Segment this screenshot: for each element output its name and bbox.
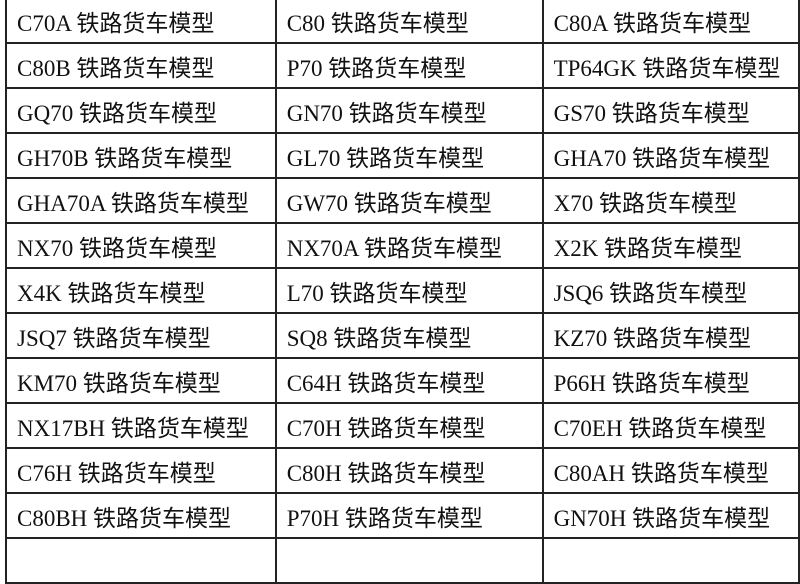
table-cell: P70 铁路货车模型 [274, 42, 544, 89]
table-cell: GL70 铁路货车模型 [274, 132, 544, 179]
table-cell: TP64GK 铁路货车模型 [541, 42, 800, 89]
table-row: GH70B 铁路货车模型 GL70 铁路货车模型 GHA70 铁路货车模型 [5, 132, 800, 179]
table-cell: GQ70 铁路货车模型 [5, 87, 277, 134]
table-row: C80B 铁路货车模型 P70 铁路货车模型 TP64GK 铁路货车模型 [5, 42, 800, 89]
table-cell: C80B 铁路货车模型 [5, 42, 277, 89]
table-cell: GN70H 铁路货车模型 [541, 492, 800, 539]
table-cell: P70H 铁路货车模型 [274, 492, 544, 539]
table-cell: GN70 铁路货车模型 [274, 87, 544, 134]
table-cell: GHA70 铁路货车模型 [541, 132, 800, 179]
table-cell: C76H 铁路货车模型 [5, 447, 277, 494]
table-cell: P66H 铁路货车模型 [541, 357, 800, 404]
table-row-empty [5, 537, 800, 584]
table-cell: C70EH 铁路货车模型 [541, 402, 800, 449]
table-cell: GS70 铁路货车模型 [541, 87, 800, 134]
table-row: KM70 铁路货车模型 C64H 铁路货车模型 P66H 铁路货车模型 [5, 357, 800, 404]
table-cell: GHA70A 铁路货车模型 [5, 177, 277, 224]
table-cell: L70 铁路货车模型 [274, 267, 544, 314]
table-row: NX17BH 铁路货车模型 C70H 铁路货车模型 C70EH 铁路货车模型 [5, 402, 800, 449]
table-cell: C80 铁路货车模型 [274, 0, 544, 44]
table-cell: C70H 铁路货车模型 [274, 402, 544, 449]
table-cell: KM70 铁路货车模型 [5, 357, 277, 404]
table-cell-empty [274, 537, 544, 584]
table-row: GHA70A 铁路货车模型 GW70 铁路货车模型 X70 铁路货车模型 [5, 177, 800, 224]
table-cell: C70A 铁路货车模型 [5, 0, 277, 44]
table-cell: SQ8 铁路货车模型 [274, 312, 544, 359]
table-row: NX70 铁路货车模型 NX70A 铁路货车模型 X2K 铁路货车模型 [5, 222, 800, 269]
table-cell-empty [541, 537, 800, 584]
table-cell: KZ70 铁路货车模型 [541, 312, 800, 359]
table-cell: JSQ7 铁路货车模型 [5, 312, 277, 359]
table-cell: NX17BH 铁路货车模型 [5, 402, 277, 449]
model-table: C70A 铁路货车模型 C80 铁路货车模型 C80A 铁路货车模型 C80B 铁路货… [5, 0, 800, 584]
table-cell: C80A 铁路货车模型 [541, 0, 800, 44]
table-cell-empty [5, 537, 277, 584]
table-row: C76H 铁路货车模型 C80H 铁路货车模型 C80AH 铁路货车模型 [5, 447, 800, 494]
table-row: C70A 铁路货车模型 C80 铁路货车模型 C80A 铁路货车模型 [5, 0, 800, 44]
table-cell: X2K 铁路货车模型 [541, 222, 800, 269]
table-cell: C80AH 铁路货车模型 [541, 447, 800, 494]
table-cell: GH70B 铁路货车模型 [5, 132, 277, 179]
table-row: X4K 铁路货车模型 L70 铁路货车模型 JSQ6 铁路货车模型 [5, 267, 800, 314]
table-cell: X70 铁路货车模型 [541, 177, 800, 224]
table-row: GQ70 铁路货车模型 GN70 铁路货车模型 GS70 铁路货车模型 [5, 87, 800, 134]
table-row: C80BH 铁路货车模型 P70H 铁路货车模型 GN70H 铁路货车模型 [5, 492, 800, 539]
table-cell: C80H 铁路货车模型 [274, 447, 544, 494]
table-cell: GW70 铁路货车模型 [274, 177, 544, 224]
model-table-body: C70A 铁路货车模型 C80 铁路货车模型 C80A 铁路货车模型 C80B 铁路货… [5, 0, 800, 584]
table-cell: X4K 铁路货车模型 [5, 267, 277, 314]
table-cell: C64H 铁路货车模型 [274, 357, 544, 404]
table-cell: NX70A 铁路货车模型 [274, 222, 544, 269]
table-cell: NX70 铁路货车模型 [5, 222, 277, 269]
table-row: JSQ7 铁路货车模型 SQ8 铁路货车模型 KZ70 铁路货车模型 [5, 312, 800, 359]
table-cell: JSQ6 铁路货车模型 [541, 267, 800, 314]
table-cell: C80BH 铁路货车模型 [5, 492, 277, 539]
